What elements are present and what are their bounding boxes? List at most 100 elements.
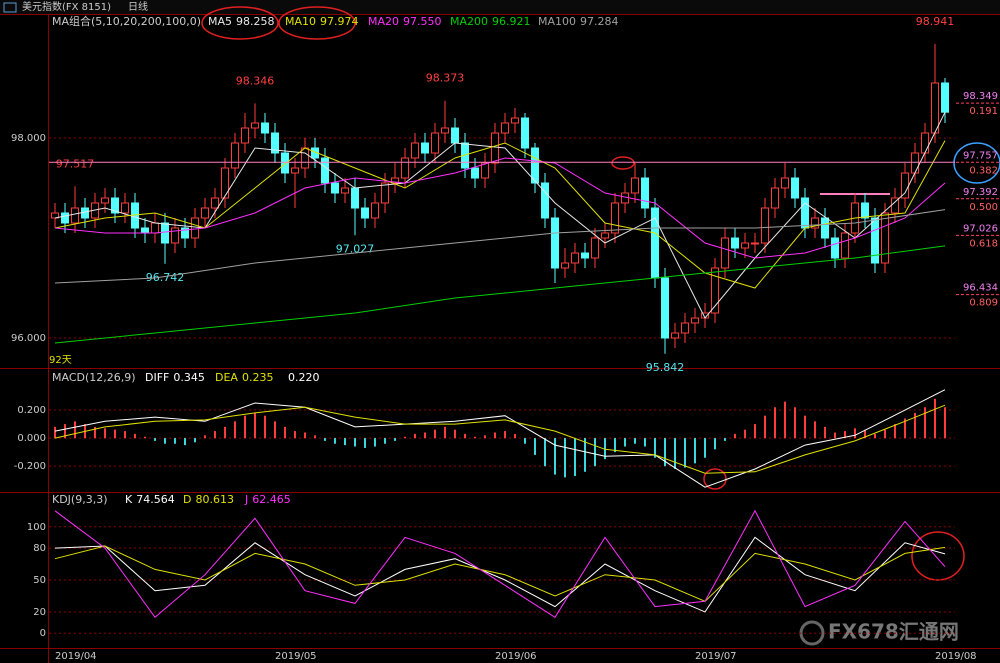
candle-body	[691, 317, 699, 324]
legend-entry: J 62.465	[244, 493, 291, 506]
legend-entry: MA5 98.258	[208, 15, 275, 28]
candle-body	[671, 332, 679, 339]
legend-value: 97.974	[320, 15, 359, 28]
candle-body	[621, 192, 629, 204]
series-line	[54, 545, 946, 602]
candle-body	[511, 117, 519, 124]
legend-name: D	[183, 493, 191, 506]
candle-body	[781, 177, 789, 189]
candle-body	[911, 152, 919, 174]
candle-body	[391, 177, 399, 184]
extreme-label: 98.373	[426, 72, 465, 85]
candle-body	[501, 122, 509, 134]
legend-name: MA100	[538, 15, 576, 28]
series-line	[54, 389, 946, 488]
candle-body	[591, 237, 599, 259]
y-tick-label: 98.000	[11, 133, 46, 144]
pane-title: KDJ(9,3,3)	[52, 493, 108, 506]
highlight-ellipse	[611, 156, 635, 170]
legend-entry: MA100 97.284	[538, 15, 619, 28]
y-tick-label: 80	[33, 543, 46, 554]
fib-ratio: 0.500	[969, 202, 998, 213]
candle-body	[381, 182, 389, 204]
legend-entry: DIFF 0.345	[145, 371, 205, 384]
series-line	[54, 111, 946, 319]
candle-body	[351, 187, 359, 209]
candle-body	[111, 197, 119, 214]
candle-body	[681, 322, 689, 334]
period: 日线	[128, 0, 148, 13]
candle-body	[831, 237, 839, 259]
fib-ratio: 0.618	[969, 238, 998, 249]
candle-body	[731, 237, 739, 249]
extreme-label: 98.941	[916, 15, 955, 28]
fib-price: 96.434	[963, 283, 998, 294]
candle-body	[811, 217, 819, 229]
candle-body	[211, 197, 219, 209]
candle-body	[441, 127, 449, 134]
fib-price: 97.392	[963, 187, 998, 198]
candle-body	[121, 202, 129, 214]
legend-value: 62.465	[252, 493, 291, 506]
candle-body	[761, 207, 769, 244]
candle-body	[791, 177, 799, 199]
series-line	[54, 536, 946, 613]
candle-body	[941, 82, 949, 113]
y-tick-label: -0.200	[14, 461, 46, 472]
fib-price: 98.349	[963, 91, 998, 102]
candle-body	[191, 217, 199, 239]
instrument-title: 美元指数(FX 8151)	[22, 0, 111, 13]
candle-body	[531, 147, 539, 184]
legend-entry: MA10 97.974	[285, 15, 359, 28]
candle-body	[81, 207, 89, 219]
legend-value: 97.284	[580, 15, 619, 28]
series-line	[54, 209, 946, 284]
legend-name: J	[244, 493, 248, 506]
pane-title: MACD(12,26,9)	[52, 371, 136, 384]
legend-entry: MA200 96.921	[450, 15, 531, 28]
legend-name: MA20	[368, 15, 399, 28]
candle-body	[581, 252, 589, 259]
candle-body	[361, 207, 369, 219]
legend-entry: DEA 0.235	[215, 371, 273, 384]
extreme-label: 98.346	[236, 74, 275, 87]
extreme-label: 95.842	[646, 361, 685, 374]
extreme-label: 96.742	[146, 271, 185, 284]
legend-name: MA200	[450, 15, 488, 28]
series-line	[54, 509, 946, 619]
x-tick-label: 2019/07	[695, 651, 737, 662]
candle-body	[921, 132, 929, 154]
legend-entry: D 80.613	[183, 493, 234, 506]
highlight-ellipse	[911, 531, 965, 581]
candle-body	[201, 207, 209, 219]
candle-body	[431, 132, 439, 154]
candle-body	[251, 122, 259, 129]
candle-body	[101, 197, 109, 204]
extreme-label: 97.517	[56, 157, 95, 170]
candle-body	[721, 237, 729, 269]
candle-body	[821, 217, 829, 239]
legend-name: DIFF	[145, 371, 169, 384]
candle-body	[451, 127, 459, 144]
candle-body	[291, 167, 299, 174]
candle-body	[471, 167, 479, 179]
fib-ratio: 0.809	[969, 298, 998, 309]
macd-value: 0.220	[288, 371, 320, 384]
legend-value: 80.613	[195, 493, 234, 506]
legend-name: K	[125, 493, 133, 506]
y-tick-label: 0.000	[17, 433, 46, 444]
candle-body	[541, 182, 549, 219]
candle-body	[371, 202, 379, 219]
candle-body	[231, 142, 239, 169]
candle-body	[181, 227, 189, 239]
legend-name: MA10	[285, 15, 316, 28]
candle-body	[401, 157, 409, 179]
fib-price: 97.757	[963, 150, 998, 161]
y-tick-label: 96.000	[11, 333, 46, 344]
legend-value: 98.258	[236, 15, 275, 28]
legend-entry: K 74.564	[125, 493, 175, 506]
pane-title: MA组合(5,10,20,200,100,0)	[52, 14, 201, 28]
highlight-ellipse	[703, 468, 727, 490]
watermark: FX678汇通网	[828, 620, 959, 644]
